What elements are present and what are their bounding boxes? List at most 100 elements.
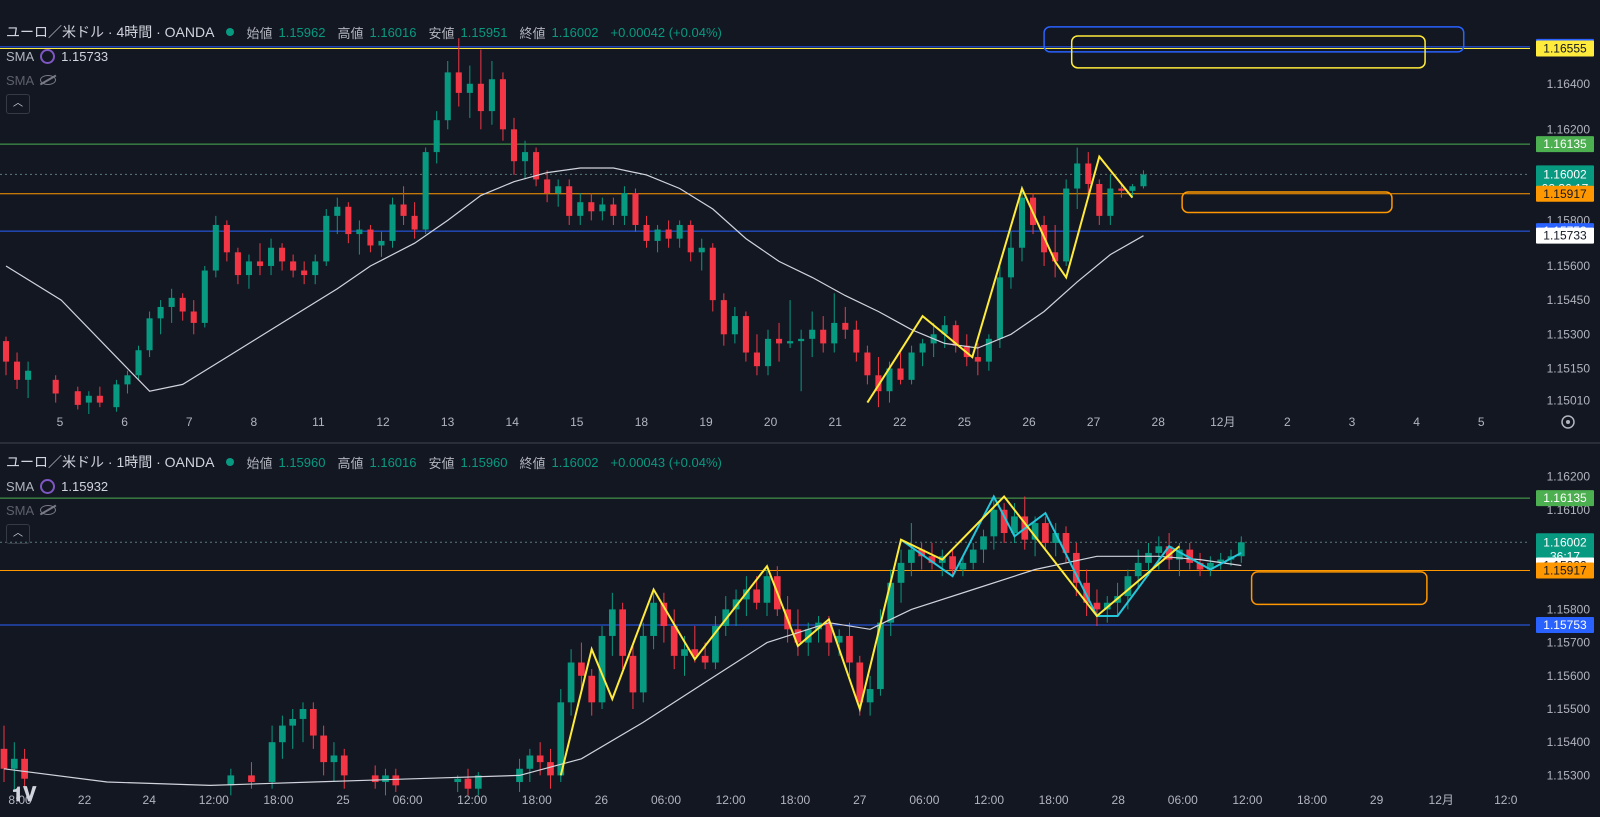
candle-body <box>1107 188 1114 216</box>
sma-label[interactable]: SMA <box>6 478 35 494</box>
collapse-legend-button[interactable]: ︿ <box>6 524 30 544</box>
price-label-text: 1.16555 <box>1543 41 1587 55</box>
close-label: 終値 <box>519 455 546 471</box>
pane-divider[interactable] <box>0 442 1600 444</box>
candle-body <box>567 662 575 703</box>
candle-body <box>157 306 164 319</box>
hidden-eye-icon[interactable] <box>40 505 57 515</box>
candle <box>245 254 252 289</box>
candle-body <box>864 352 871 376</box>
chart-pane-1h[interactable]: 1.16200 1.16100 1.15800 1.15700 1.15600 1.155… <box>0 444 1600 817</box>
candle <box>908 345 915 385</box>
candle <box>567 649 575 716</box>
candle-body <box>499 79 506 130</box>
y-tick-label: 1.16200 <box>1547 122 1591 136</box>
sma-settings-icon[interactable] <box>40 48 56 64</box>
candle <box>309 702 317 749</box>
candle <box>853 320 860 362</box>
candle-body <box>691 649 699 656</box>
candle <box>290 254 297 278</box>
candle <box>712 616 719 670</box>
candle <box>382 768 389 796</box>
gear-icon[interactable] <box>1561 415 1575 429</box>
candle-body <box>510 129 518 162</box>
candle <box>1072 542 1080 597</box>
candle <box>488 60 495 125</box>
sma2-label[interactable]: SMA <box>6 72 35 88</box>
candle <box>1074 147 1081 210</box>
low-value: 1.15960 <box>460 454 508 470</box>
candle <box>557 689 565 783</box>
candle <box>464 768 472 796</box>
market-status-icon <box>226 28 235 36</box>
symbol-title[interactable]: ユーロ／米ドル · 1時間 · OANDA <box>6 454 215 470</box>
candle <box>301 261 308 285</box>
candle <box>157 300 164 335</box>
candle <box>980 529 987 563</box>
candle-body <box>477 83 484 112</box>
candle-body <box>1096 183 1103 216</box>
price-label-text: 1.15733 <box>1543 229 1587 243</box>
high-value: 1.16016 <box>369 454 417 470</box>
candle-body <box>1007 247 1014 278</box>
chart-pane-4h[interactable]: 1.16400 1.16200 1.15800 1.15600 1.15450 1.153… <box>0 14 1600 442</box>
collapse-legend-button[interactable]: ︿ <box>6 94 30 114</box>
candle <box>279 243 286 271</box>
candle-body <box>577 202 584 216</box>
chart-canvas-4h[interactable]: 1.164001.162001.158001.156001.154501.153… <box>0 14 1600 442</box>
chart-canvas-1h[interactable]: 1.16200 1.16100 1.15800 1.15700 1.15600 1.155… <box>0 444 1600 817</box>
x-tick-label: 06:00 <box>909 793 939 807</box>
candle <box>2 336 10 376</box>
price-label: 1.15733 <box>1536 227 1594 244</box>
symbol-title[interactable]: ユーロ／米ドル · 4時間 · OANDA <box>6 24 215 40</box>
price-label-text: 1.15917 <box>1543 187 1587 201</box>
candle <box>323 209 330 266</box>
candle-body <box>356 229 363 235</box>
high-value: 1.16016 <box>369 24 417 40</box>
sma2-label[interactable]: SMA <box>6 502 35 518</box>
candle-body <box>245 261 252 276</box>
x-tick-label: 06:00 <box>1168 793 1198 807</box>
candle-body <box>21 758 28 779</box>
x-tick-label: 15 <box>570 415 584 429</box>
candle <box>179 293 186 321</box>
tradingview-logo-icon[interactable]: 𝟏𝐕 <box>12 784 37 806</box>
candle-body <box>853 329 860 353</box>
low-value: 1.15951 <box>460 24 508 40</box>
x-tick-label: 26 <box>1022 415 1036 429</box>
candle <box>312 254 319 285</box>
candle <box>113 379 120 412</box>
price-label: 1.16135 <box>1536 490 1594 507</box>
candle <box>1140 170 1147 189</box>
candle <box>455 38 462 107</box>
hidden-eye-icon[interactable] <box>40 75 57 85</box>
y-tick-label: 1.16200 <box>1547 470 1591 484</box>
x-tick-label: 6 <box>121 415 128 429</box>
candle <box>919 338 926 367</box>
candle <box>411 202 418 239</box>
candle-body <box>227 775 235 786</box>
candle-body <box>168 297 175 307</box>
candle-body <box>698 247 705 253</box>
candle-body <box>52 379 59 394</box>
price-label-bg <box>1536 185 1594 202</box>
x-tick-label: 25 <box>958 415 972 429</box>
zone-rect-orange <box>1181 191 1393 214</box>
candle <box>742 311 749 362</box>
candle-body <box>522 152 529 162</box>
candle-body <box>74 391 81 405</box>
candle <box>1217 552 1225 570</box>
sma-settings-icon[interactable] <box>40 478 56 494</box>
candle-body <box>731 316 738 335</box>
candle-body <box>949 556 956 570</box>
candle-body <box>608 609 616 636</box>
candle-body <box>897 368 904 380</box>
candle <box>621 186 628 225</box>
candle <box>1096 179 1103 225</box>
y-tick-label: 1.15300 <box>1547 768 1591 782</box>
candle <box>289 708 297 749</box>
candle-body <box>928 556 936 563</box>
candle-body <box>886 368 893 392</box>
candle-body <box>411 215 418 230</box>
sma-label[interactable]: SMA <box>6 48 35 64</box>
